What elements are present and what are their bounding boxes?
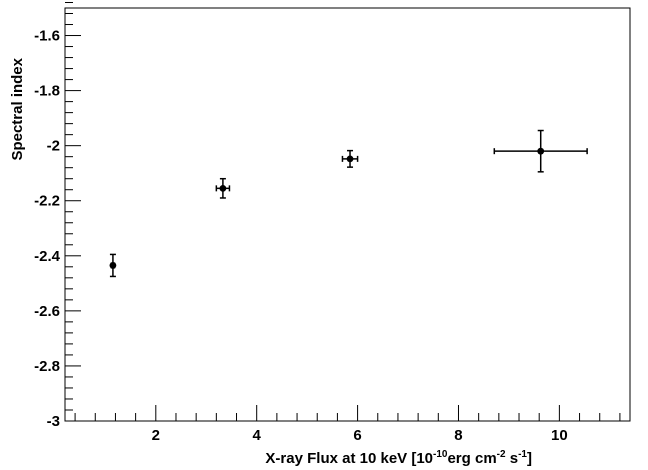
x-axis-ticks [74, 405, 621, 421]
point-marker [219, 184, 227, 192]
data-point [109, 253, 117, 278]
y-tick-label: -2.4 [34, 248, 61, 265]
point-marker [346, 155, 354, 163]
plot-frame [64, 7, 631, 422]
x-axis-title-mid1: erg cm [447, 450, 496, 467]
y-tick-label: -1.6 [34, 28, 60, 45]
x-axis-title-sup3: -1 [518, 449, 527, 460]
y-tick-label: -1.8 [34, 83, 60, 100]
data-points [109, 129, 588, 278]
x-axis-title-sup2: -2 [497, 449, 506, 460]
x-axis-title-pre: X-ray Flux at 10 keV [10 [265, 450, 433, 467]
y-tick-label: -2.2 [34, 193, 60, 210]
point-marker [537, 147, 545, 155]
x-axis-tick-labels: 2 4 6 8 10 [152, 427, 568, 444]
x-axis-title-mid2: s [506, 450, 519, 467]
data-point [493, 129, 588, 173]
data-point [341, 149, 359, 168]
y-tick-label: -2.8 [34, 358, 60, 375]
y-tick-label: -3 [47, 413, 60, 430]
y-axis-ticks [65, 1, 81, 422]
x-axis-title: X-ray Flux at 10 keV [10-10erg cm-2 s-1] [265, 449, 532, 467]
data-point [215, 177, 231, 199]
y-tick-label: -2 [47, 138, 60, 155]
x-axis-title-sup1: -10 [433, 449, 448, 460]
x-tick-label: 6 [353, 427, 361, 444]
y-axis-tick-labels: -3 -2.8 -2.6 -2.4 -2.2 -2 -1.8 -1.6 [34, 28, 61, 430]
x-axis-title-post: ] [527, 450, 532, 467]
x-tick-label: 8 [454, 427, 462, 444]
y-axis-title: Spectral index [9, 57, 26, 160]
y-tick-label: -2.6 [34, 303, 60, 320]
x-tick-label: 10 [551, 427, 568, 444]
x-tick-label: 4 [253, 427, 262, 444]
point-marker [109, 262, 117, 269]
x-tick-label: 2 [152, 427, 160, 444]
